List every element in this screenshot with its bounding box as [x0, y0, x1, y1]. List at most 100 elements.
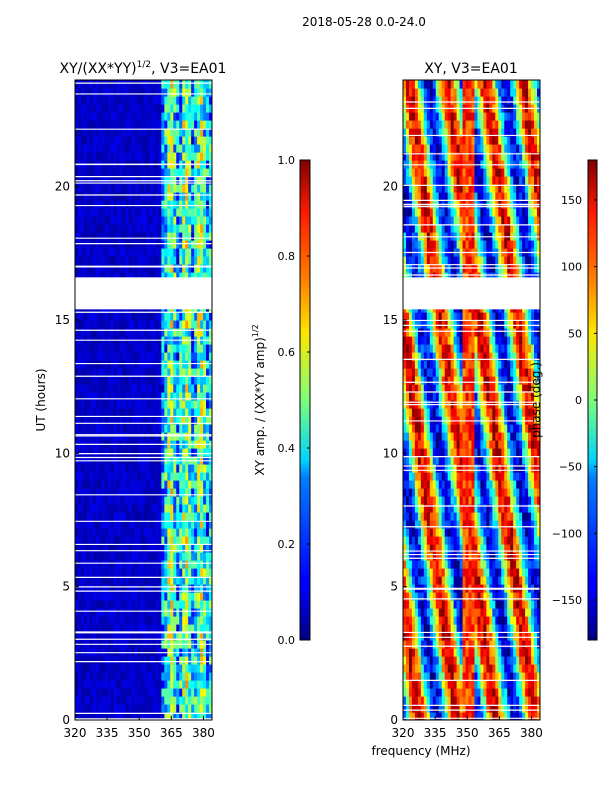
heatmap-cell: [113, 208, 118, 217]
heatmap-cell: [158, 368, 162, 377]
heatmap-cell: [188, 608, 192, 617]
heatmap-cell: [98, 688, 103, 697]
heatmap-cell: [137, 184, 142, 193]
heatmap-cell: [131, 384, 136, 393]
heatmap-cell: [122, 664, 127, 673]
heatmap-cell: [125, 216, 130, 225]
heatmap-cell: [414, 224, 419, 233]
heatmap-cell: [128, 320, 133, 329]
heatmap-cell: [137, 536, 142, 545]
heatmap-cell: [179, 400, 183, 409]
heatmap-cell: [137, 616, 142, 625]
heatmap-cell: [77, 352, 82, 361]
heatmap-cell: [176, 240, 180, 249]
heatmap-cell: [194, 504, 198, 513]
heatmap-cell: [176, 488, 180, 497]
heatmap-cell: [149, 208, 154, 217]
heatmap-cell: [143, 344, 148, 353]
heatmap-cell: [188, 104, 192, 113]
heatmap-cell: [414, 696, 419, 705]
heatmap-cell: [101, 264, 106, 273]
heatmap-cell: [152, 104, 157, 113]
heatmap-cell: [146, 136, 151, 145]
heatmap-cell: [161, 528, 165, 537]
heatmap-cell: [104, 688, 109, 697]
heatmap-cell: [95, 576, 100, 585]
heatmap-cell: [89, 344, 94, 353]
heatmap-cell: [438, 512, 443, 521]
heatmap-cell: [80, 616, 85, 625]
heatmap-cell: [116, 88, 121, 97]
heatmap-cell: [134, 688, 139, 697]
heatmap-cell: [197, 384, 201, 393]
heatmap-cell: [116, 520, 121, 529]
heatmap-cell: [107, 624, 112, 633]
heatmap-cell: [191, 688, 195, 697]
heatmap-cell: [86, 168, 91, 177]
heatmap-cell: [155, 576, 159, 585]
heatmap-cell: [75, 312, 79, 321]
heatmap-cell: [197, 392, 201, 401]
heatmap-cell: [432, 680, 437, 689]
heatmap-cell: [164, 368, 168, 377]
y-tick-label: 20: [55, 180, 70, 194]
heatmap-cell: [104, 120, 109, 129]
heatmap-cell: [113, 568, 118, 577]
heatmap-cell: [438, 488, 443, 497]
heatmap-cell: [122, 240, 127, 249]
heatmap-cell: [143, 400, 148, 409]
heatmap-cell: [167, 472, 171, 481]
heatmap-cell: [179, 528, 183, 537]
heatmap-cell: [110, 592, 115, 601]
heatmap-cell: [77, 528, 82, 537]
heatmap-cell: [200, 168, 204, 177]
heatmap-cell: [170, 200, 174, 209]
heatmap-cell: [414, 464, 419, 473]
heatmap-cell: [152, 552, 157, 561]
heatmap-cell: [77, 688, 82, 697]
heatmap-cell: [75, 256, 79, 265]
heatmap-cell: [122, 712, 127, 720]
heatmap-cell: [137, 680, 142, 689]
heatmap-cell: [408, 320, 413, 329]
heatmap-cell: [104, 384, 109, 393]
heatmap-cell: [188, 112, 192, 121]
heatmap-cell: [75, 632, 79, 641]
heatmap-cell: [149, 248, 154, 257]
heatmap-cell: [209, 448, 212, 457]
heatmap-cell: [197, 112, 201, 121]
heatmap-cell: [179, 96, 183, 105]
heatmap-cell: [146, 320, 151, 329]
heatmap-cell: [95, 104, 100, 113]
heatmap-cell: [408, 184, 413, 193]
heatmap-cell: [140, 696, 145, 705]
heatmap-cell: [191, 576, 195, 585]
heatmap-cell: [414, 208, 419, 217]
heatmap-cell: [423, 120, 428, 129]
heatmap-cell: [122, 328, 127, 337]
heatmap-cell: [104, 216, 109, 225]
heatmap-cell: [125, 696, 130, 705]
heatmap-cell: [426, 480, 431, 489]
heatmap-cell: [188, 672, 192, 681]
heatmap-cell: [77, 88, 82, 97]
heatmap-cell: [155, 664, 159, 673]
heatmap-cell: [110, 424, 115, 433]
heatmap-cell: [128, 360, 133, 369]
heatmap-cell: [80, 488, 85, 497]
heatmap-cell: [441, 504, 446, 513]
heatmap-cell: [86, 624, 91, 633]
heatmap-cell: [176, 504, 180, 513]
heatmap-cell: [179, 344, 183, 353]
heatmap-cell: [95, 712, 100, 720]
heatmap-cell: [176, 88, 180, 97]
heatmap-cell: [438, 504, 443, 513]
heatmap-cell: [116, 472, 121, 481]
heatmap-cell: [155, 584, 159, 593]
heatmap-cell: [403, 392, 407, 401]
heatmap-cell: [89, 152, 94, 161]
heatmap-cell: [119, 88, 124, 97]
heatmap-cell: [167, 192, 171, 201]
heatmap-cell: [403, 136, 407, 145]
heatmap-cell: [403, 184, 407, 193]
